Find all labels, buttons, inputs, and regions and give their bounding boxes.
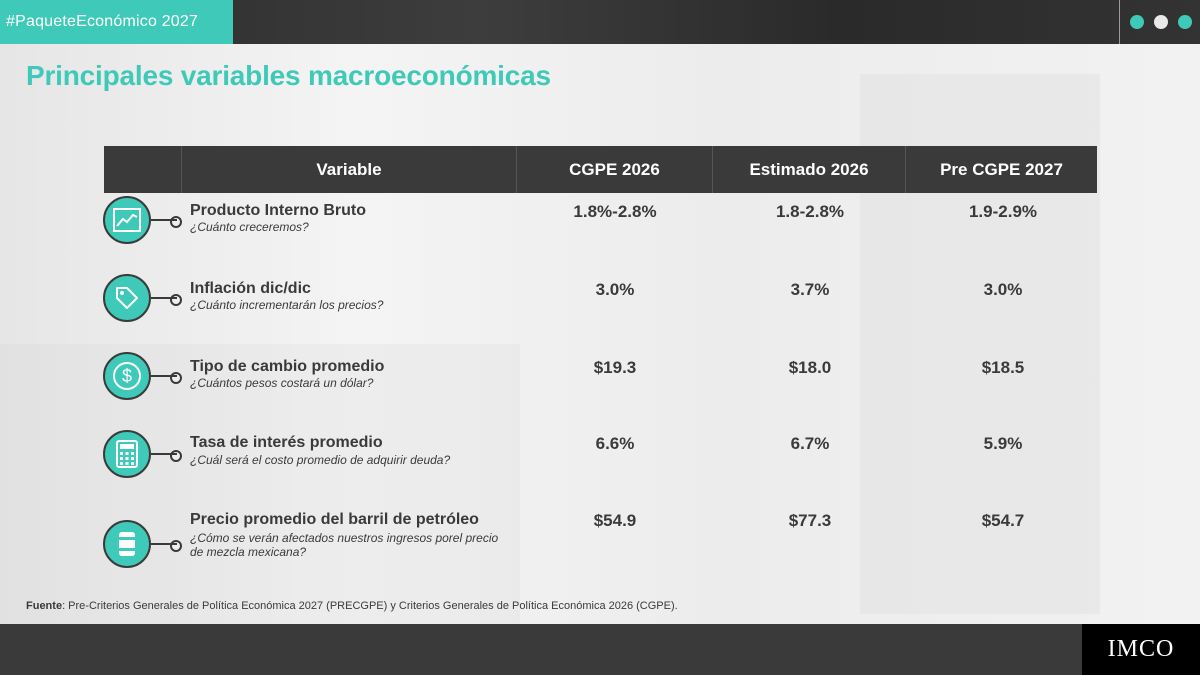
indicator-dot (1154, 15, 1168, 29)
imco-logo: IMCO (1082, 624, 1200, 675)
oil-barrel-icon (103, 520, 182, 568)
variable-question: ¿Cómo se verán afectados nuestros ingres… (190, 531, 499, 559)
variable-name: Producto Interno Bruto (190, 202, 366, 219)
value-cgpe-2026: $19.3 (593, 358, 637, 377)
column-header-estimado-2026: Estimado 2026 (712, 146, 905, 193)
variable-question: ¿Cuál será el costo promedio de adquirir… (190, 453, 451, 467)
table-row: Precio promedio del barril de petróleo ¿… (0, 511, 1200, 590)
source-note: Fuente: Pre-Criterios Generales de Polít… (26, 600, 678, 612)
variable-question: ¿Cuántos pesos costará un dólar? (190, 376, 374, 390)
variable-name: Precio promedio del barril de petróleo (190, 511, 479, 528)
value-estimado-2026: $18.0 (788, 358, 832, 377)
table-row: Tasa de interés promedio ¿Cuál será el c… (0, 430, 1200, 500)
indicator-dot (1178, 15, 1192, 29)
svg-text:$: $ (122, 366, 132, 386)
table-row: Producto Interno Bruto ¿Cuánto creceremo… (0, 196, 1200, 266)
table-row: $ Tipo de cambio promedio ¿Cuántos pesos… (0, 352, 1200, 422)
value-pre-cgpe-2027: $54.7 (981, 511, 1025, 530)
top-bar: #PaqueteEconómico 2027 (0, 0, 1200, 44)
value-cgpe-2026: $54.9 (593, 511, 637, 530)
hashtag-label: #PaqueteEconómico 2027 (0, 0, 233, 44)
variable-question: ¿Cuánto incrementarán los precios? (190, 298, 384, 312)
column-header-pre-cgpe-2027: Pre CGPE 2027 (905, 146, 1097, 193)
variable-question: ¿Cuánto creceremos? (190, 220, 309, 234)
source-text: : Pre-Criterios Generales de Política Ec… (62, 600, 678, 612)
value-estimado-2026: $77.3 (788, 511, 832, 530)
table-header: Variable CGPE 2026 Estimado 2026 Pre CGP… (104, 146, 1097, 193)
value-estimado-2026: 3.7% (790, 280, 830, 299)
value-cgpe-2026: 3.0% (595, 280, 635, 299)
variable-name: Tasa de interés promedio (190, 434, 383, 451)
value-estimado-2026: 1.8-2.8% (775, 202, 845, 221)
table-header-spacer (104, 146, 181, 193)
variable-name: Inflación dic/dic (190, 280, 311, 297)
variable-name: Tipo de cambio promedio (190, 358, 385, 375)
value-pre-cgpe-2027: $18.5 (981, 358, 1025, 377)
table-row: Inflación dic/dic ¿Cuánto incrementarán … (0, 274, 1200, 344)
value-cgpe-2026: 1.8%-2.8% (573, 202, 657, 221)
calculator-icon (103, 430, 182, 478)
column-header-variable: Variable (181, 146, 516, 193)
dollar-sign-icon: $ (103, 352, 182, 400)
value-pre-cgpe-2027: 5.9% (983, 434, 1023, 453)
source-label: Fuente (26, 600, 63, 612)
value-pre-cgpe-2027: 3.0% (983, 280, 1023, 299)
growth-chart-icon (103, 196, 182, 244)
value-cgpe-2026: 6.6% (595, 434, 635, 453)
price-tag-icon (103, 274, 182, 322)
indicator-dot (1130, 15, 1144, 29)
page-title: Principales variables macroeconómicas (26, 60, 551, 91)
column-header-cgpe-2026: CGPE 2026 (516, 146, 712, 193)
footer-bar (0, 624, 1200, 675)
value-pre-cgpe-2027: 1.9-2.9% (968, 202, 1038, 221)
value-estimado-2026: 6.7% (790, 434, 830, 453)
slide-indicator (1119, 0, 1192, 44)
logo-text: IMCO (1107, 636, 1175, 662)
